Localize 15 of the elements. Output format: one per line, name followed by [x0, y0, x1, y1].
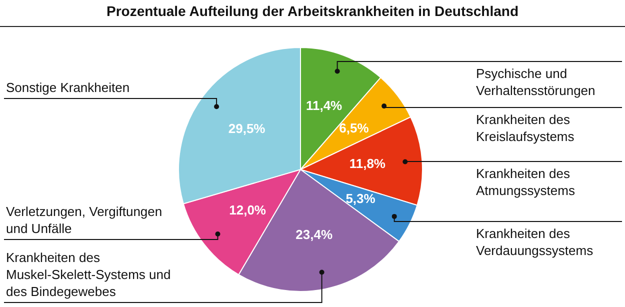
data-label: 6,5%: [339, 120, 370, 136]
slice-label: Psychische und Verhaltensstörungen: [476, 66, 596, 98]
slice-label: Sonstige Krankheiten: [6, 80, 130, 96]
data-label: 11,4%: [306, 98, 343, 114]
data-label: 5,3%: [346, 191, 376, 206]
chart-title: Prozentuale Aufteilung der Arbeitskrankheiten in Deutschland: [106, 2, 519, 19]
slice-label: Krankheiten des Kreislaufsystems: [476, 112, 575, 144]
slice-label: Krankheiten des Muskel-Skelett-Systems und des Bindegewebes: [6, 250, 171, 300]
data-label: 23,4%: [296, 226, 333, 242]
data-label: 12,0%: [229, 202, 266, 218]
slice-label: Krankheiten des Atmungssystems: [476, 166, 576, 198]
slice-label: Krankheiten des Verdauungssystems: [476, 226, 594, 258]
data-label: 29,5%: [228, 120, 266, 136]
data-label: 11,8%: [349, 156, 386, 172]
slice-label: Verletzungen, Vergiftungen und Unfälle: [6, 204, 162, 236]
